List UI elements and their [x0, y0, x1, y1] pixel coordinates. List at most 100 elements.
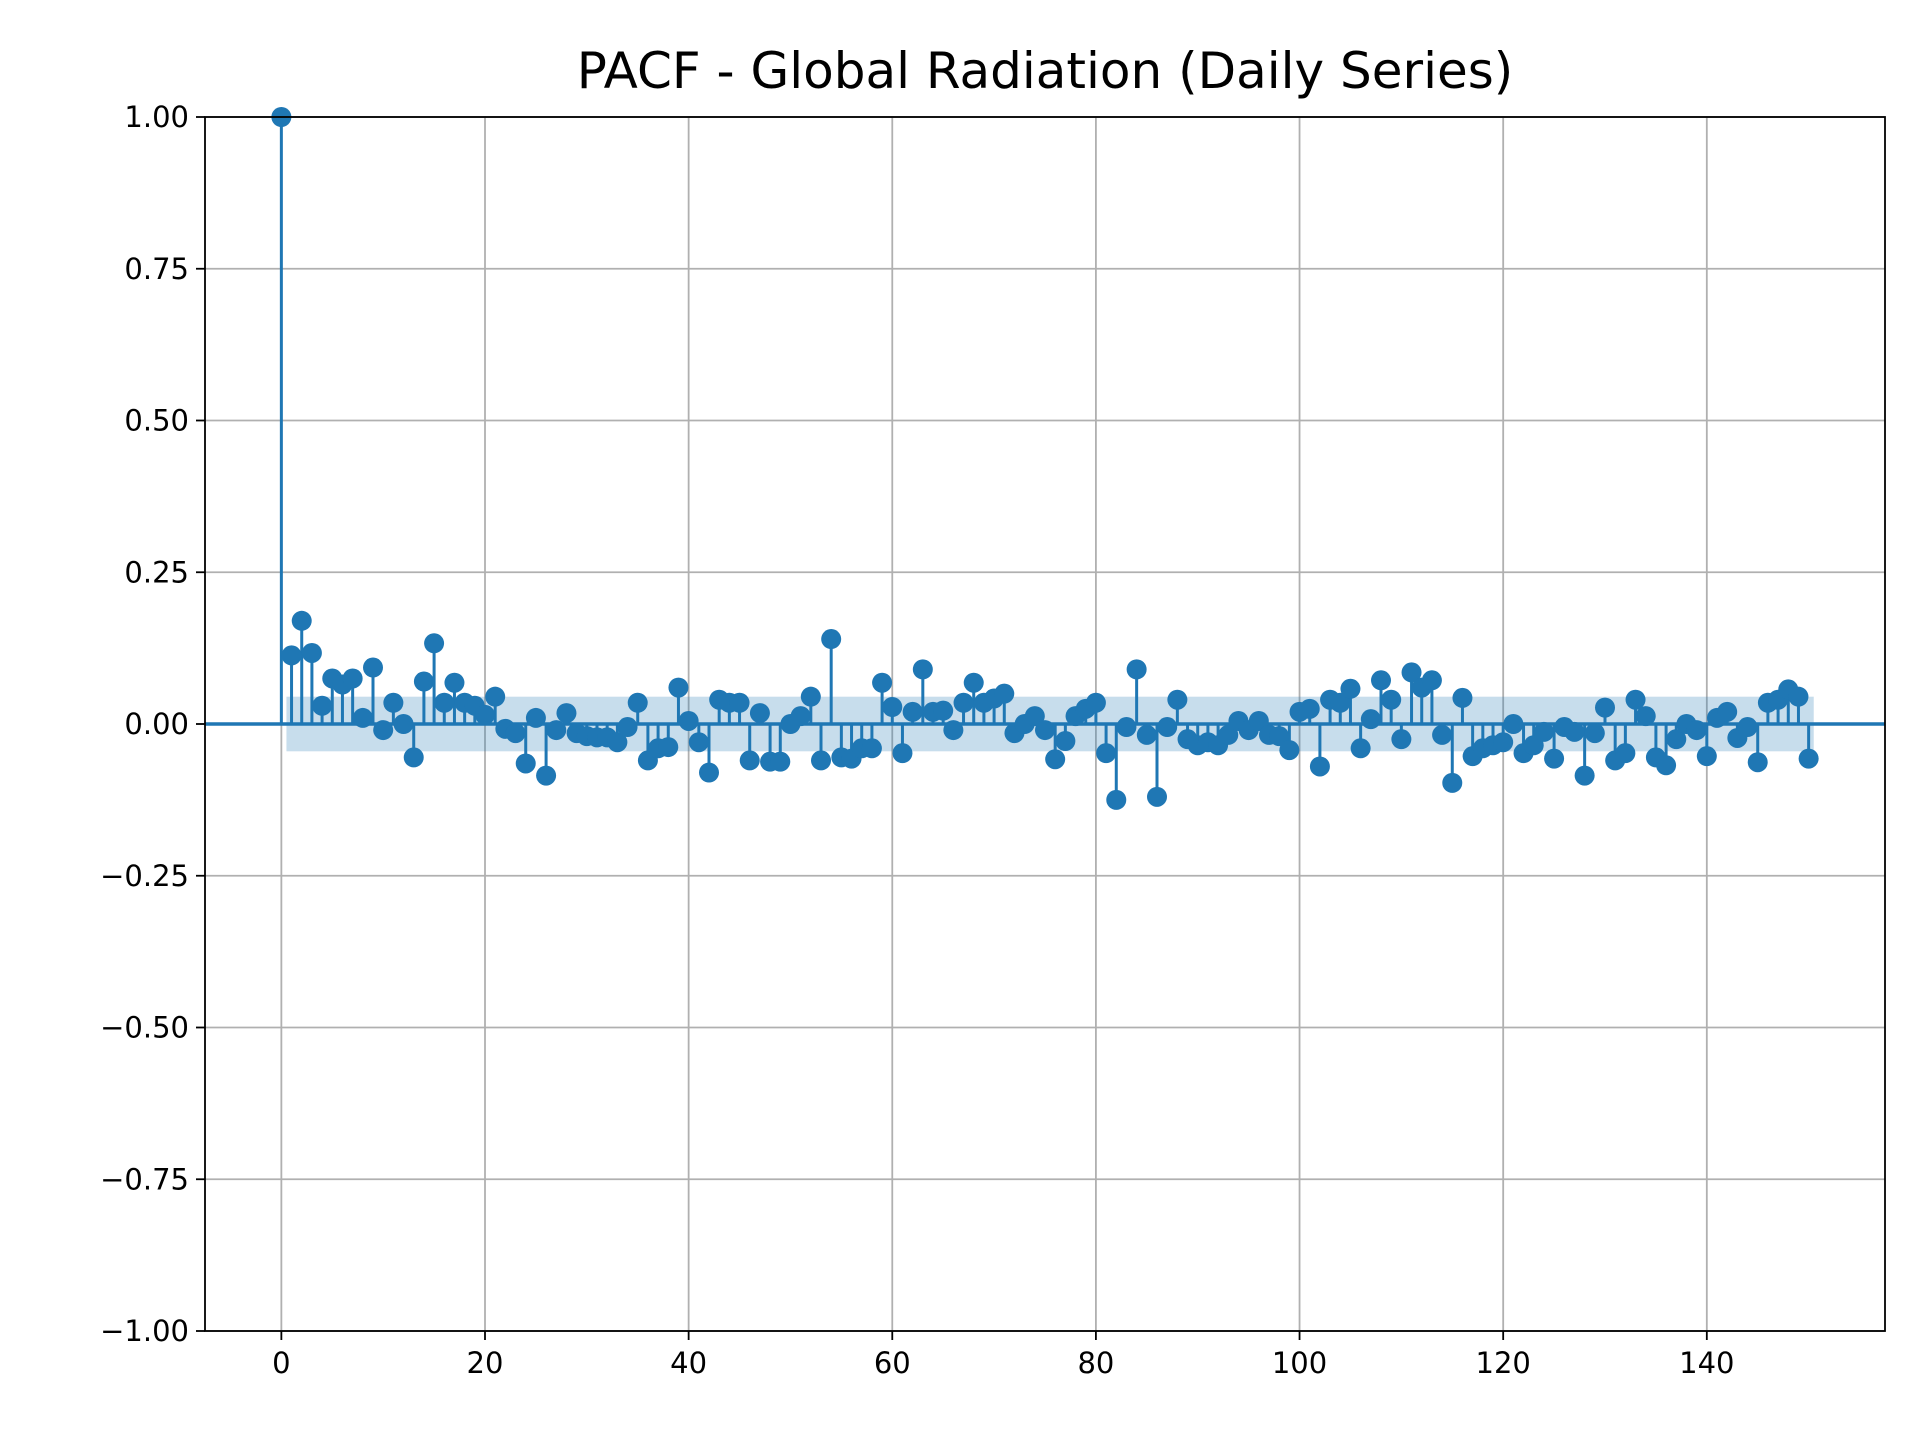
stem-marker — [1381, 689, 1402, 710]
chart-title: PACF - Global Radiation (Daily Series) — [577, 42, 1514, 100]
stem-marker — [749, 703, 770, 724]
stem-marker — [475, 704, 495, 725]
stem-marker — [861, 738, 882, 759]
stem-marker — [790, 706, 811, 727]
stem-marker — [658, 737, 679, 758]
stem-marker — [1747, 752, 1768, 773]
stem-marker — [1279, 740, 1300, 761]
stem-marker — [953, 692, 974, 713]
stem-marker — [515, 753, 536, 774]
stem-marker — [1401, 662, 1422, 683]
x-tick-label: 60 — [874, 1346, 911, 1380]
stem-marker — [1503, 714, 1524, 734]
x-tick-label: 140 — [1679, 1346, 1734, 1380]
stem-marker — [1096, 743, 1117, 764]
stem-marker — [1696, 746, 1717, 767]
stem-marker — [1625, 689, 1646, 710]
stem-marker — [1147, 786, 1167, 807]
stem-marker — [1574, 765, 1595, 786]
stem-marker — [1493, 732, 1514, 753]
stem-marker — [1167, 689, 1188, 710]
stem-marker — [1666, 729, 1687, 750]
y-tick-label: −0.50 — [100, 1011, 189, 1045]
axis-ticks: 0 20 40 60 80 100 120 140 1.00 0.75 0.50 0.25 0.00 −0… — [100, 100, 1734, 1380]
x-tick-label: 100 — [1272, 1346, 1327, 1380]
stem-marker — [1218, 724, 1239, 745]
stem-marker — [312, 695, 333, 716]
stem-marker — [383, 692, 404, 713]
stem-marker — [1106, 789, 1127, 810]
stem-marker — [912, 659, 933, 680]
stem-marker — [1035, 720, 1055, 741]
stem-marker — [413, 671, 434, 692]
stem-marker — [902, 701, 923, 722]
stem-marker — [1452, 687, 1473, 708]
stem-marker — [546, 720, 567, 741]
stem-marker — [556, 703, 577, 724]
stem-marker — [770, 751, 791, 772]
stem-marker — [352, 707, 373, 728]
stem-marker — [1248, 710, 1269, 731]
stem-marker — [811, 750, 831, 771]
stem-marker — [403, 747, 424, 768]
stem-marker — [1595, 697, 1615, 718]
stem-marker — [933, 700, 954, 721]
stem-marker — [668, 677, 689, 698]
y-tick-label: 0.25 — [124, 555, 189, 589]
stem-marker — [892, 743, 913, 764]
y-tick-label: −1.00 — [100, 1314, 189, 1348]
stem-marker — [1055, 730, 1076, 751]
stem-marker — [281, 645, 302, 666]
stem-marker — [1371, 670, 1391, 691]
stem-marker — [1421, 670, 1442, 691]
stem-marker — [1788, 686, 1809, 707]
stem-marker — [434, 692, 455, 713]
stem-marker — [1045, 749, 1066, 770]
stem-marker — [393, 714, 414, 734]
stem-marker — [739, 750, 760, 771]
stem-marker — [1584, 723, 1605, 744]
stem-marker — [1085, 692, 1106, 713]
stem-marker — [800, 686, 821, 707]
stem-marker — [373, 720, 394, 741]
y-tick-label: −0.25 — [100, 859, 189, 893]
stem-marker — [1309, 756, 1330, 777]
y-tick-label: −0.75 — [100, 1162, 189, 1196]
stem-marker — [1330, 692, 1351, 713]
stem-marker — [1391, 729, 1412, 750]
stem-marker — [1564, 721, 1585, 742]
stem-marker — [485, 686, 506, 707]
x-tick-label: 80 — [1077, 1346, 1114, 1380]
stem-marker — [1360, 709, 1381, 730]
stem-marker — [963, 672, 984, 693]
stem-marker — [1798, 748, 1819, 769]
stem-marker — [872, 672, 893, 693]
stem-marker — [1340, 678, 1361, 699]
stem-marker — [1157, 717, 1178, 738]
stem-marker — [1686, 720, 1707, 741]
stem-marker — [301, 642, 322, 663]
stem-marker — [1136, 724, 1157, 745]
y-tick-label: 1.00 — [124, 100, 189, 134]
stem-marker — [607, 732, 628, 753]
stem-marker — [617, 717, 638, 738]
stem-marker — [444, 672, 465, 693]
stem-marker — [994, 683, 1015, 704]
x-tick-label: 120 — [1476, 1346, 1531, 1380]
stem-marker — [1717, 701, 1738, 722]
stem-marker — [1656, 755, 1677, 776]
stem-marker — [882, 697, 903, 718]
stem-marker — [1635, 706, 1656, 727]
stem-marker — [627, 692, 648, 713]
y-tick-label: 0.00 — [124, 707, 189, 741]
stem-marker — [291, 610, 312, 631]
stem-marker — [1615, 743, 1636, 764]
stem-marker — [1544, 748, 1565, 769]
stem-marker — [678, 710, 699, 731]
stem-marker — [1299, 698, 1320, 719]
stem-marker — [363, 657, 383, 678]
stem-marker — [821, 629, 842, 650]
x-tick-label: 40 — [670, 1346, 707, 1380]
stem-marker — [505, 723, 526, 744]
